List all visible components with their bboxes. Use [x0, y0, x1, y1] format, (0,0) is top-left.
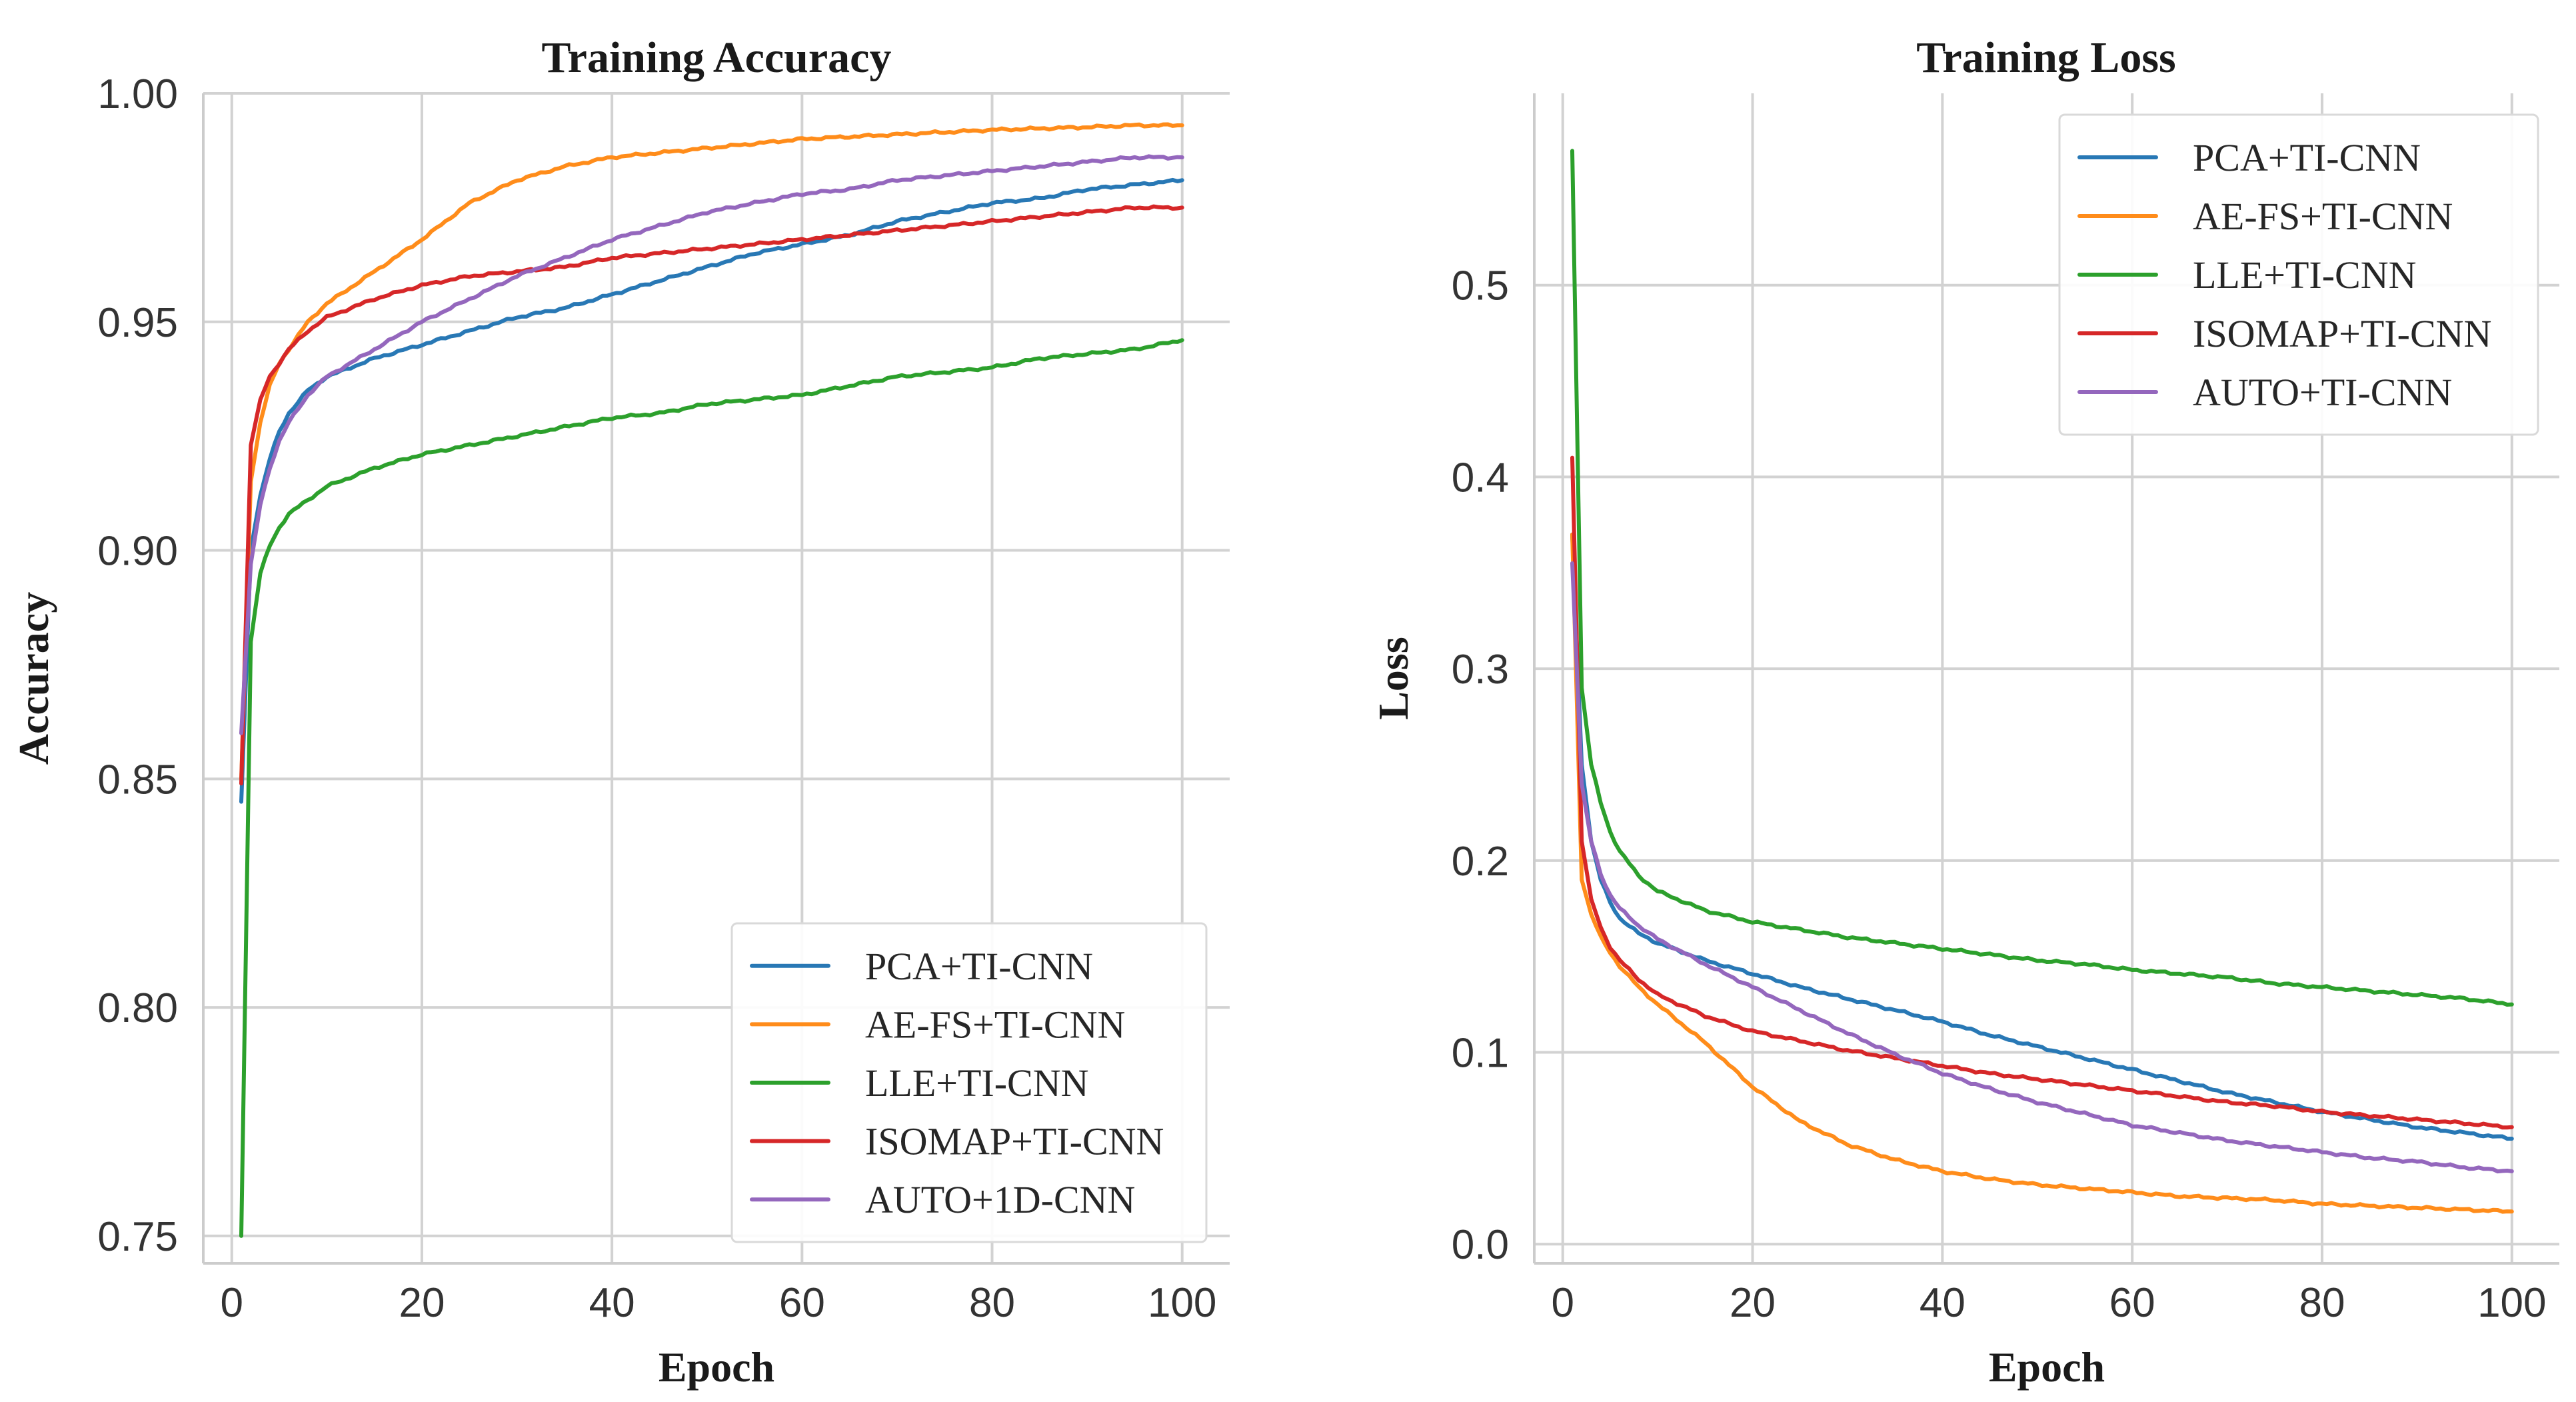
x-tick-label: 40 — [589, 1280, 635, 1326]
y-tick-label: 1.00 — [97, 71, 178, 117]
series-line-auto-1d-cnn — [239, 154, 1184, 735]
y-tick-label: 0.0 — [1452, 1222, 1509, 1268]
x-tick-label: 80 — [2299, 1280, 2345, 1326]
y-tick-label: 0.95 — [97, 300, 178, 346]
series-line-lle-ti-cnn — [1570, 149, 2514, 1007]
legend-label: AE-FS+TI-CNN — [865, 1003, 1125, 1046]
series-line-isomap-ti-cnn — [1570, 455, 2514, 1130]
x-tick-label: 100 — [1148, 1280, 1216, 1326]
y-tick-label: 0.90 — [97, 529, 178, 575]
y-tick-label: 0.1 — [1452, 1031, 1509, 1077]
y-tick-label: 0.80 — [97, 985, 178, 1031]
y-tick-label: 0.3 — [1452, 647, 1509, 693]
chart-title: Training Loss — [1916, 33, 2175, 82]
y-tick-label: 0.85 — [97, 757, 178, 803]
x-tick-label: 20 — [1730, 1280, 1776, 1326]
legend-label: PCA+TI-CNN — [865, 945, 1093, 988]
legend-label: AUTO+TI-CNN — [2193, 371, 2452, 414]
y-tick-label: 0.5 — [1452, 263, 1509, 309]
legend-label: ISOMAP+TI-CNN — [2193, 312, 2491, 355]
series-line-lle-ti-cnn — [239, 338, 1184, 1238]
series-line-ae-fs-ti-cnn — [239, 122, 1184, 781]
accuracy-chart: 0 20 40 60 80 100 0.75 0.80 0.85 0.90 0.95 1.00 PCA+… — [10, 33, 1230, 1391]
x-tick-label: 60 — [779, 1280, 825, 1326]
y-tick-label: 0.4 — [1452, 455, 1509, 501]
x-tick-label: 80 — [969, 1280, 1015, 1326]
x-axis-label: Epoch — [658, 1343, 774, 1391]
x-tick-label: 60 — [2109, 1280, 2155, 1326]
y-tick-label: 0.2 — [1452, 839, 1509, 885]
legend-label: LLE+TI-CNN — [2193, 253, 2417, 297]
x-tick-label: 0 — [221, 1280, 243, 1326]
y-tick-label: 0.75 — [97, 1214, 178, 1260]
legend-label: AE-FS+TI-CNN — [2193, 195, 2453, 238]
series-line-isomap-ti-cnn — [239, 204, 1184, 786]
x-tick-label: 40 — [1920, 1280, 1965, 1326]
loss-chart: 0 20 40 60 80 100 0.0 0.1 0.2 0.3 0.4 0.5 PCA+TI-CNN… — [1370, 33, 2559, 1391]
x-tick-label: 100 — [2477, 1280, 2546, 1326]
legend-label: LLE+TI-CNN — [865, 1061, 1089, 1105]
series-line-pca-ti-cnn — [239, 177, 1184, 804]
series-line-ae-fs-ti-cnn — [1570, 532, 2514, 1214]
y-axis-label: Accuracy — [10, 592, 57, 765]
legend-label: AUTO+1D-CNN — [865, 1178, 1135, 1221]
legend-frame — [730, 922, 1208, 1243]
legend-label: ISOMAP+TI-CNN — [865, 1120, 1164, 1163]
chart-title: Training Accuracy — [542, 33, 892, 82]
series-line-pca-ti-cnn — [1570, 532, 2514, 1141]
legend-frame — [2058, 113, 2539, 436]
x-axis-label: Epoch — [1989, 1343, 2105, 1391]
legend-label: PCA+TI-CNN — [2193, 136, 2421, 179]
series-line-auto-ti-cnn — [1570, 561, 2514, 1174]
x-tick-label: 20 — [399, 1280, 445, 1326]
legend: PCA+TI-CNN AE-FS+TI-CNN LLE+TI-CNN ISOMAP+T… — [2058, 113, 2539, 436]
x-tick-label: 0 — [1551, 1280, 1574, 1326]
y-axis-label: Loss — [1370, 637, 1417, 720]
legend: PCA+TI-CNN AE-FS+TI-CNN LLE+TI-CNN ISOMAP+T… — [730, 922, 1208, 1243]
